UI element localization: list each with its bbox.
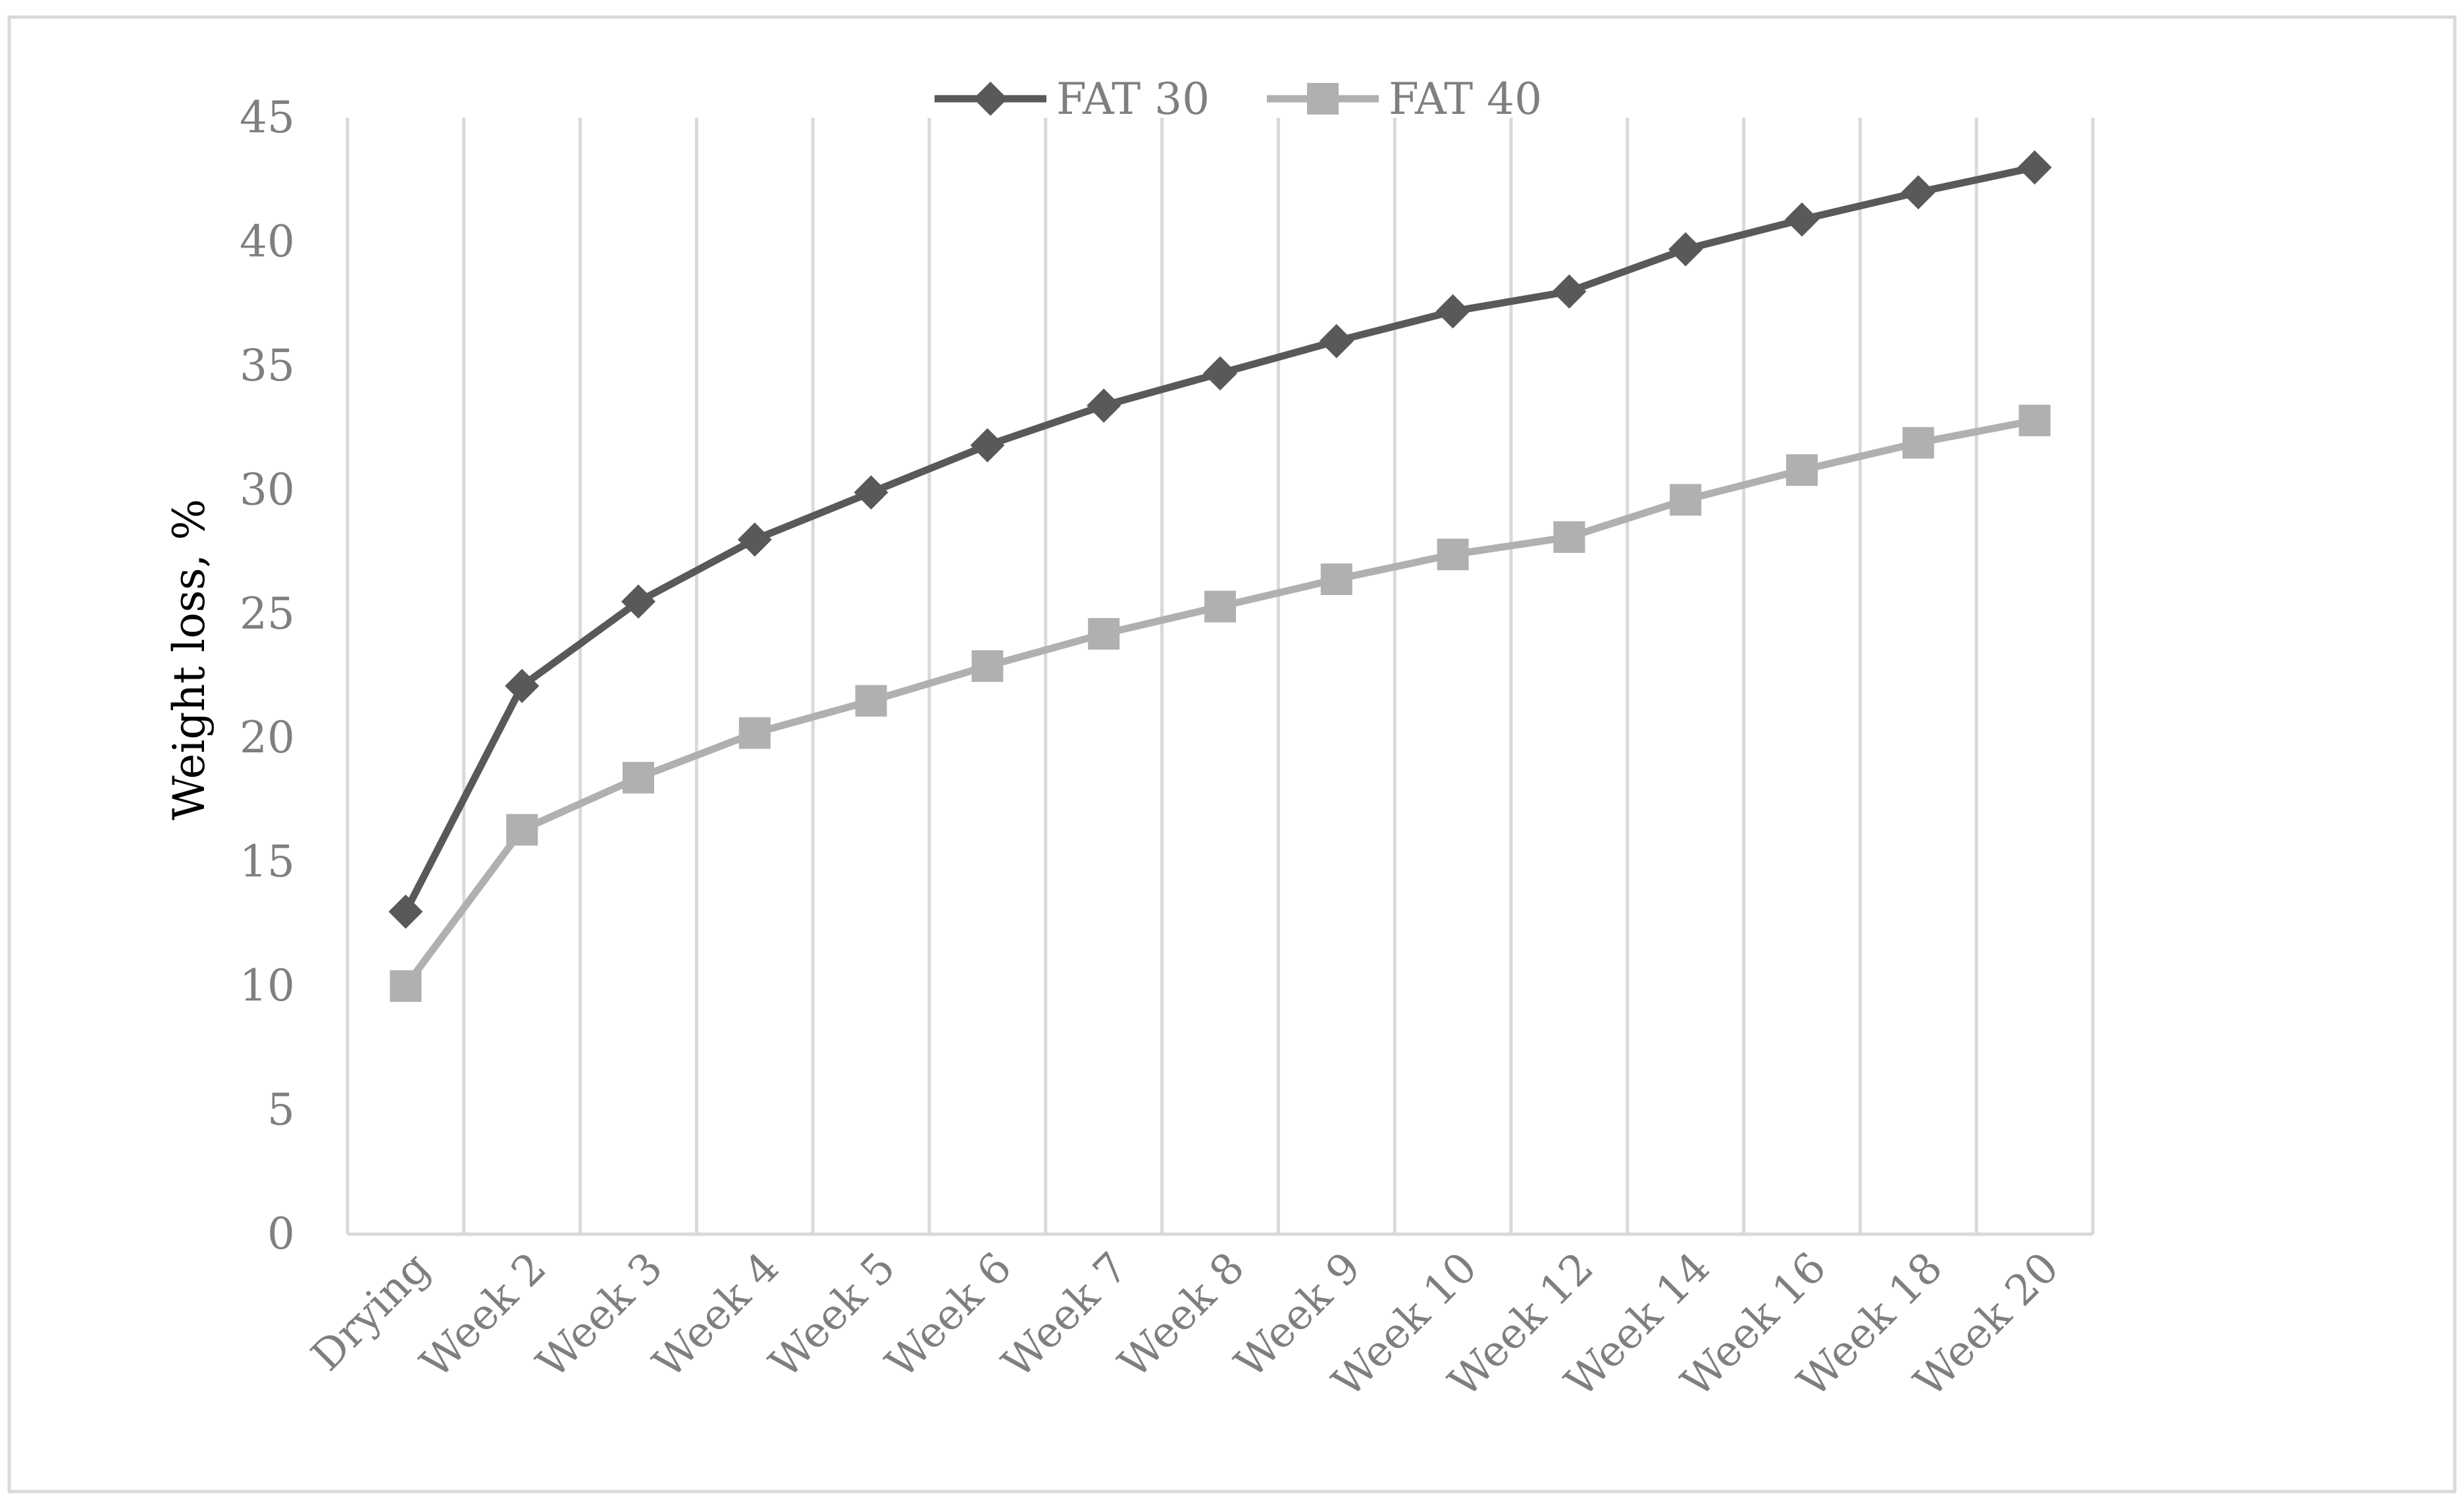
data-point (1435, 294, 1470, 328)
data-point (738, 717, 771, 749)
data-point (623, 762, 654, 794)
y-tick-label: 35 (240, 340, 295, 391)
y-tick-label: 30 (240, 464, 295, 515)
y-tick-label: 10 (240, 960, 295, 1011)
data-point (388, 895, 423, 929)
data-point (971, 650, 1004, 682)
data-point (505, 669, 540, 704)
data-point (1785, 202, 1819, 237)
data-point (1437, 538, 1469, 571)
y-axis-tick-labels: 0 5 10 15 20 25 30 35 40 45 (240, 92, 295, 1259)
y-axis-title: Weight loss, % (164, 499, 215, 820)
y-tick-label: 5 (267, 1085, 295, 1135)
data-point (1552, 274, 1587, 309)
data-point (2018, 404, 2051, 436)
data-point (2017, 150, 2052, 185)
legend: FAT 30 FAT 40 (935, 74, 1542, 124)
data-point (1320, 563, 1352, 596)
chart-border (7, 15, 2457, 1494)
data-point (621, 584, 655, 619)
data-series (388, 150, 2052, 1002)
data-point (737, 522, 772, 557)
data-point (1553, 521, 1585, 553)
data-point (1204, 590, 1236, 623)
data-point (1670, 484, 1702, 516)
y-tick-label: 15 (240, 837, 295, 887)
legend-label: FAT 30 (1056, 74, 1210, 124)
data-point (1088, 617, 1120, 650)
legend-marker (1307, 83, 1339, 115)
data-point (1902, 427, 1934, 459)
data-point (1203, 356, 1237, 391)
data-point (855, 685, 887, 717)
y-tick-label: 25 (240, 588, 295, 639)
y-tick-label: 20 (240, 712, 295, 763)
data-point (1319, 324, 1354, 359)
y-tick-label: 0 (267, 1209, 295, 1259)
data-point (390, 970, 422, 1002)
data-point (1901, 175, 1936, 210)
y-tick-label: 40 (240, 216, 295, 267)
grid-lines (346, 118, 2095, 1234)
data-point (854, 475, 888, 510)
data-point (506, 814, 538, 846)
data-point (1668, 232, 1703, 267)
data-point (970, 428, 1005, 463)
legend-label: FAT 40 (1389, 74, 1542, 124)
data-point (1087, 388, 1121, 423)
legend-marker (973, 82, 1008, 116)
data-point (1786, 454, 1818, 486)
y-tick-label: 45 (240, 92, 295, 143)
